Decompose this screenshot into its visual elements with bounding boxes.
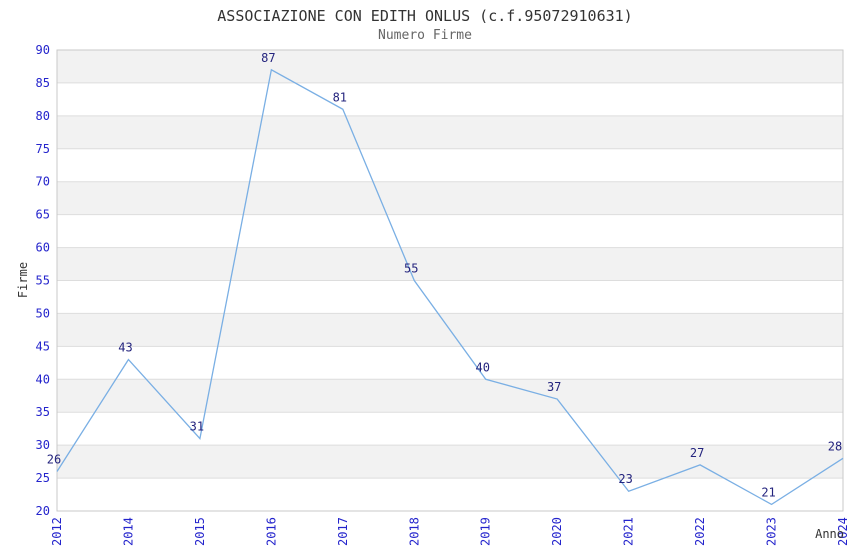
band [57,247,843,281]
y-tick-label: 75 [36,142,50,156]
x-tick-label: 2015 [193,517,207,546]
x-tick-label: 2018 [407,517,421,546]
band [57,445,843,479]
point-label: 43 [118,341,132,355]
y-tick-label: 65 [36,208,50,222]
band [57,50,843,83]
y-tick-label: 35 [36,405,50,419]
y-tick-label: 50 [36,306,50,320]
point-label: 21 [761,485,775,499]
y-axis-tick-labels: 20 25 30 35 40 45 50 55 60 65 70 75 80 85 90 [36,43,50,518]
x-tick-label: 2020 [550,517,564,546]
data-line [56,68,844,506]
x-axis-title: Anno [815,527,844,541]
point-label-layer: 26 43 31 87 81 55 40 37 23 27 21 28 [47,51,842,500]
y-tick-label: 70 [36,175,50,189]
y-tick-label: 40 [36,372,50,386]
point-label: 27 [690,446,704,460]
point-label: 87 [261,51,275,65]
y-tick-label: 90 [36,43,50,57]
band [57,379,843,413]
x-tick-label: 2014 [121,517,135,546]
point-label: 31 [190,420,204,434]
band [57,181,843,215]
y-tick-label: 80 [36,109,50,123]
chart-subtitle: Numero Firme [378,28,472,43]
x-tick-label: 2024 [836,517,850,546]
plot-border [56,49,844,512]
x-axis-tick-labels: 2012 2014 2015 2016 2017 2018 2019 2020 2021 2022… [50,517,850,546]
x-tick-label: 2016 [264,517,278,546]
point-label: 23 [618,472,632,486]
x-tick-label: 2012 [50,517,64,546]
y-tick-label: 45 [36,339,50,353]
point-label: 28 [828,439,842,453]
x-tick-label: 2022 [693,517,707,546]
y-axis-title: Firme [16,262,30,298]
y-tick-label: 85 [36,76,50,90]
y-tick-label: 20 [36,504,50,518]
band [57,115,843,149]
x-tick-label: 2019 [479,517,493,546]
point-label: 37 [547,380,561,394]
chart-title: ASSOCIAZIONE CON EDITH ONLUS (c.f.950729… [217,7,632,25]
band-layer [57,50,843,479]
x-tick-label: 2017 [336,517,350,546]
point-label: 81 [333,90,347,104]
y-tick-label: 60 [36,241,50,255]
x-tick-label: 2023 [765,517,779,546]
point-label: 55 [404,262,418,276]
y-tick-label: 55 [36,274,50,288]
y-tick-label: 25 [36,471,50,485]
y-tick-label: 30 [36,438,50,452]
point-label: 26 [47,452,61,466]
point-label: 40 [476,360,490,374]
x-tick-label: 2021 [622,517,636,546]
